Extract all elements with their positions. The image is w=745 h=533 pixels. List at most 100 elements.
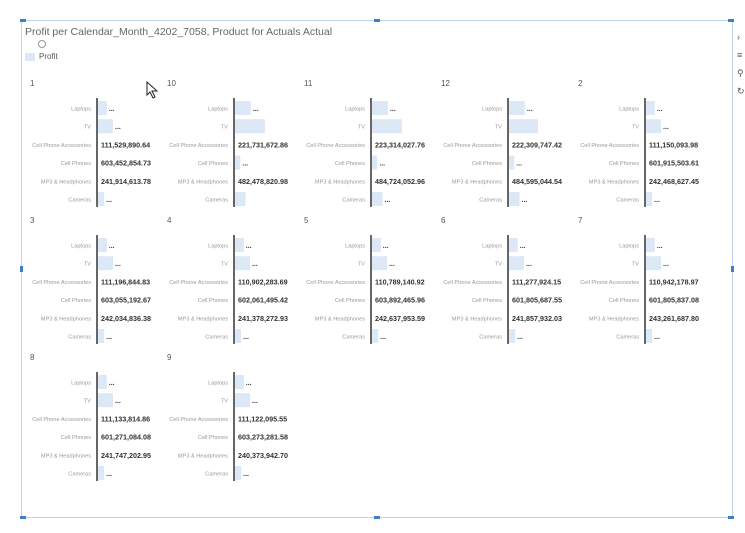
panel-8: 8 Laptops ... TV ... Cell Phone Accessories 11…: [30, 353, 151, 481]
value-label: ...: [383, 243, 389, 250]
category-label: Cell Phone Accessories: [580, 280, 639, 286]
category-label: Cameras: [479, 198, 502, 204]
bar[interactable]: [509, 155, 515, 170]
bar[interactable]: [235, 192, 246, 206]
bar[interactable]: [509, 329, 516, 343]
bar[interactable]: [509, 256, 524, 271]
category-label: Cameras: [68, 472, 91, 478]
bar[interactable]: [98, 375, 107, 389]
bar[interactable]: [372, 192, 383, 206]
info-icon[interactable]: [38, 40, 46, 48]
refresh-icon[interactable]: ↻: [737, 86, 745, 96]
panel-label: 12: [441, 79, 450, 88]
bar[interactable]: [509, 192, 520, 206]
category-label: MP3 & Headphones: [178, 316, 228, 322]
bar[interactable]: [235, 119, 265, 134]
value-label: 241,857,932.03: [512, 314, 562, 323]
bar[interactable]: [372, 119, 402, 134]
bar[interactable]: [646, 119, 661, 134]
resize-handle-top-left[interactable]: [20, 19, 26, 22]
value-label: ...: [253, 106, 259, 113]
bar[interactable]: [509, 101, 525, 115]
category-label: MP3 & Headphones: [315, 316, 365, 322]
bar[interactable]: [646, 192, 653, 206]
category-label: Cell Phone Accessories: [306, 143, 365, 149]
resize-handle-bottom-left[interactable]: [20, 516, 26, 519]
category-label: Cameras: [479, 335, 502, 341]
bar[interactable]: [646, 238, 655, 252]
category-label: Cell Phones: [472, 161, 502, 167]
bar[interactable]: [235, 256, 250, 271]
bar[interactable]: [646, 256, 661, 271]
bar[interactable]: [98, 119, 113, 134]
value-label: 241,378,272.93: [238, 314, 288, 323]
bar[interactable]: [235, 375, 244, 389]
resize-handle-right[interactable]: [731, 266, 734, 272]
category-label: Cell Phone Accessories: [443, 143, 502, 149]
value-label: ...: [385, 197, 391, 204]
bar[interactable]: [372, 256, 387, 271]
category-label: Cell Phone Accessories: [32, 280, 91, 286]
bar[interactable]: [98, 466, 105, 480]
bar[interactable]: [235, 466, 242, 480]
category-label: TV: [632, 262, 639, 268]
category-label: Cameras: [616, 335, 639, 341]
bar[interactable]: [646, 329, 653, 343]
bar[interactable]: [372, 155, 378, 170]
bar[interactable]: [98, 256, 113, 271]
bar[interactable]: [646, 101, 655, 115]
bar[interactable]: [372, 329, 379, 343]
bar[interactable]: [372, 238, 381, 252]
resize-handle-bottom[interactable]: [374, 516, 380, 519]
category-label: TV: [358, 262, 365, 268]
chevron-right-icon[interactable]: ›: [737, 32, 740, 42]
panel-4: 4 Laptops ... TV ... Cell Phone Accessories 11…: [167, 216, 288, 344]
value-label: ...: [252, 398, 258, 405]
bar[interactable]: [98, 238, 107, 252]
bar[interactable]: [98, 329, 105, 343]
bar[interactable]: [235, 329, 242, 343]
value-label: ...: [246, 380, 252, 387]
resize-handle-top[interactable]: [374, 19, 380, 22]
panel-1: 1 Laptops ... TV ... Cell Phone Accessories 11…: [30, 79, 151, 207]
category-label: Cell Phone Accessories: [32, 417, 91, 423]
category-label: Cell Phones: [335, 298, 365, 304]
table-icon[interactable]: ≡: [737, 50, 743, 60]
panel-9: 9 Laptops ... TV ... Cell Phone Accessories 11…: [167, 353, 288, 481]
bar[interactable]: [235, 393, 250, 408]
value-label: ...: [115, 124, 121, 131]
resize-handle-top-right[interactable]: [728, 19, 734, 22]
category-label: Cameras: [342, 198, 365, 204]
category-label: TV: [84, 262, 91, 268]
value-label: ...: [516, 161, 522, 168]
bar[interactable]: [98, 101, 107, 115]
category-label: Cameras: [205, 198, 228, 204]
category-label: MP3 & Headphones: [178, 179, 228, 185]
bar[interactable]: [372, 101, 388, 115]
category-label: Cell Phone Accessories: [169, 417, 228, 423]
bar[interactable]: [235, 155, 241, 170]
resize-handle-left[interactable]: [20, 266, 23, 272]
category-label: Laptops: [71, 107, 91, 113]
bar[interactable]: [98, 393, 113, 408]
filter-icon[interactable]: ⚲: [737, 68, 744, 78]
category-label: TV: [221, 125, 228, 131]
value-label: 242,468,627.45: [649, 177, 699, 186]
bar[interactable]: [509, 238, 518, 252]
value-label: ...: [242, 161, 248, 168]
value-label: 240,373,942.70: [238, 451, 288, 460]
category-label: Cameras: [342, 335, 365, 341]
resize-handle-bottom-right[interactable]: [728, 516, 734, 519]
bar[interactable]: [98, 192, 105, 206]
bar[interactable]: [235, 101, 251, 115]
value-label: ...: [243, 334, 249, 341]
panel-12: 12 Laptops ... TV Cell Phone Accessories 222,…: [441, 79, 562, 207]
panel-11: 11 Laptops ... TV Cell Phone Accessories 223,…: [304, 79, 425, 207]
category-label: Cell Phone Accessories: [169, 143, 228, 149]
bar[interactable]: [235, 238, 244, 252]
bar[interactable]: [509, 119, 539, 134]
value-label: ...: [517, 334, 523, 341]
panel-label: 4: [167, 216, 172, 225]
chart-title: Profit per Calendar_Month_4202_7058, Pro…: [25, 26, 333, 38]
category-label: Cameras: [68, 198, 91, 204]
